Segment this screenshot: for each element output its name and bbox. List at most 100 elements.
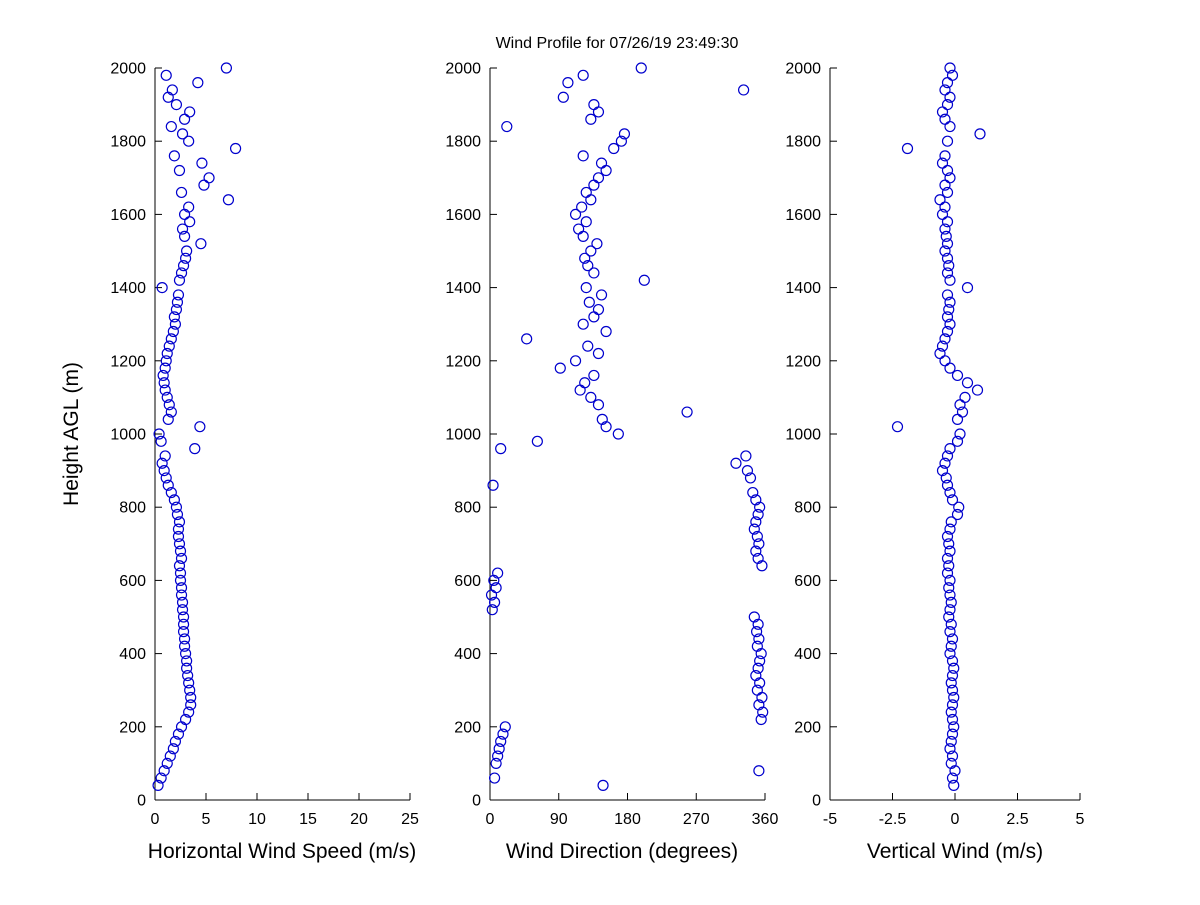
x-tick-label: 90 <box>550 811 568 828</box>
data-point <box>941 311 954 323</box>
data-point <box>585 113 597 125</box>
data-point <box>951 435 964 447</box>
x-axis-label-horizontal-wind-speed: Horizontal Wind Speed (m/s) <box>148 840 416 863</box>
data-point <box>569 355 582 367</box>
data-point <box>596 413 608 425</box>
data-point <box>943 582 955 594</box>
data-point <box>580 186 592 199</box>
data-point <box>165 120 177 133</box>
data-point <box>562 77 574 89</box>
x-tick-label: 5 <box>202 811 211 828</box>
data-point <box>944 647 956 660</box>
data-point <box>901 142 914 155</box>
data-point <box>741 465 754 477</box>
data-point <box>951 508 964 521</box>
y-tick-label: 1000 <box>445 427 481 444</box>
x-tick-label: 2.5 <box>1006 811 1028 828</box>
data-point <box>941 186 954 199</box>
data-point <box>956 406 969 418</box>
data-point <box>159 362 171 374</box>
data-point <box>939 245 951 257</box>
x-tick-label: 360 <box>752 811 779 828</box>
y-tick-label: 1000 <box>785 427 821 444</box>
x-tick-label: 0 <box>151 811 160 828</box>
data-point <box>162 479 174 491</box>
data-point <box>183 201 195 213</box>
y-tick-label: 2000 <box>785 61 821 78</box>
data-point <box>750 626 763 638</box>
data-point <box>569 208 582 220</box>
data-point <box>167 743 179 755</box>
data-point <box>180 713 192 726</box>
data-point <box>948 662 960 674</box>
data-point <box>159 384 171 396</box>
data-point <box>944 604 956 616</box>
data-point <box>577 69 589 81</box>
data-point <box>748 523 760 535</box>
data-point <box>941 135 954 147</box>
data-point <box>198 179 210 191</box>
data-point <box>738 84 750 96</box>
data-point <box>936 465 949 477</box>
data-point <box>177 618 190 630</box>
x-tick-label: 270 <box>683 811 710 828</box>
data-point <box>585 391 597 403</box>
data-point <box>588 98 600 111</box>
data-point <box>490 582 502 594</box>
data-point <box>946 669 959 682</box>
data-point <box>971 384 984 396</box>
data-point <box>945 677 957 689</box>
data-point <box>158 377 170 389</box>
y-tick-label: 1200 <box>445 353 481 370</box>
data-point <box>946 713 959 726</box>
data-point <box>750 516 762 528</box>
data-point <box>169 735 181 748</box>
data-point <box>939 84 951 96</box>
data-point <box>203 172 215 184</box>
data-point <box>944 296 956 308</box>
data-point <box>170 98 183 111</box>
data-point <box>169 318 181 330</box>
data-point <box>941 252 954 264</box>
data-point <box>583 296 595 308</box>
y-tick-label: 800 <box>794 500 821 517</box>
data-point <box>576 201 588 213</box>
y-tick-label: 1600 <box>445 207 481 224</box>
data-point <box>168 494 180 506</box>
data-point <box>176 596 189 608</box>
data-point <box>172 289 185 301</box>
data-point <box>220 62 232 74</box>
data-point <box>160 355 172 367</box>
data-point <box>753 633 765 645</box>
data-point <box>961 377 974 389</box>
data-point <box>490 757 502 770</box>
x-tick-label: 180 <box>614 811 641 828</box>
data-point <box>946 728 959 740</box>
x-tick-label: 0 <box>951 811 960 828</box>
x-tick-label: 5 <box>1076 811 1085 828</box>
data-point <box>936 157 949 169</box>
data-point <box>156 282 168 294</box>
data-point <box>891 421 904 433</box>
data-point <box>944 574 956 587</box>
data-point <box>953 501 965 513</box>
data-point <box>592 399 605 411</box>
data-point <box>165 486 177 499</box>
data-point <box>497 728 509 740</box>
data-point <box>944 545 956 557</box>
data-point <box>750 494 762 506</box>
data-point <box>944 362 956 374</box>
data-point <box>185 699 197 711</box>
data-point <box>592 347 605 360</box>
data-point <box>183 706 195 718</box>
data-point <box>954 428 966 440</box>
data-point <box>180 647 192 660</box>
data-point <box>940 230 952 242</box>
data-point <box>595 157 608 169</box>
y-tick-label: 0 <box>472 793 481 810</box>
data-point <box>173 560 186 572</box>
data-point <box>941 267 954 279</box>
data-point <box>153 428 165 440</box>
data-point <box>582 340 594 352</box>
